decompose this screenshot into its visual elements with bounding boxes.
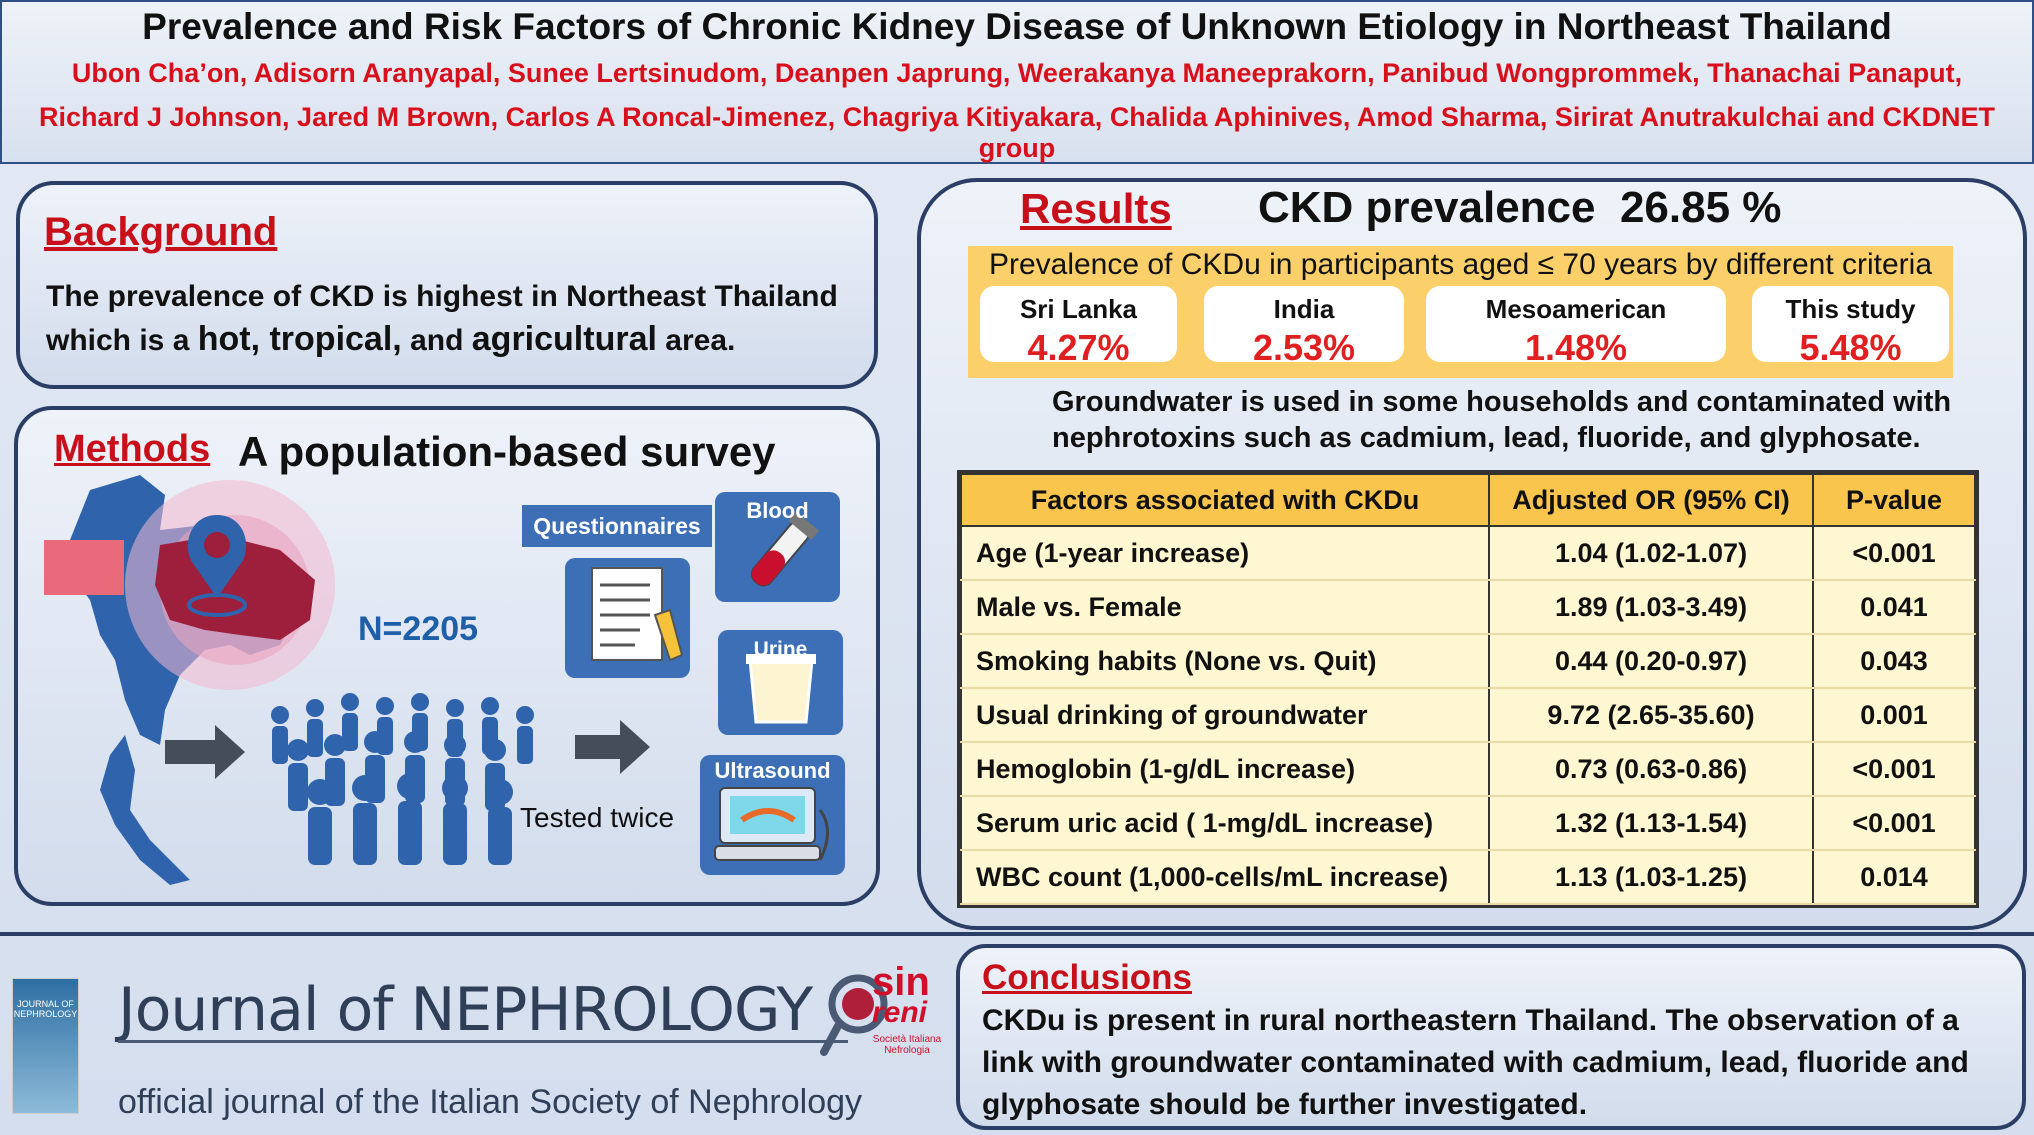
criteria-title: Prevalence of CKDu in participants aged … [988,248,1933,281]
table-cell: 0.73 (0.63-0.86) [1488,742,1814,797]
table-cell: Usual drinking of groundwater [960,688,1490,743]
table-cell: 0.043 [1812,634,1976,689]
table-cell: 1.04 (1.02-1.07) [1488,526,1814,581]
table-cell: Age (1-year increase) [960,526,1490,581]
journal-tagline: official journal of the Italian Society … [118,1083,863,1121]
table-row: WBC count (1,000-cells/mL increase) 1.13 … [960,850,1976,905]
table-cell: Hemoglobin (1-g/dL increase) [960,742,1490,797]
table-cell: 0.001 [1812,688,1976,743]
conclusions-panel [956,944,2026,1130]
criteria-card-this-study: This study 5.48% [1752,286,1949,368]
background-panel [16,181,878,389]
table-row: Hemoglobin (1-g/dL increase) 0.73 (0.63-0… [960,742,1976,797]
conclusions-line-2: link with groundwater contaminated with … [982,1046,1969,1079]
background-emph-2: agricultural [471,320,657,358]
sin-logo-text: sin [872,960,930,1004]
table-cell: <0.001 [1812,742,1976,797]
ckd-prevalence-label: CKD prevalence 26.85 % [1258,183,1781,233]
bottom-divider [0,932,2034,936]
journal-cover-thumbnail: JOURNAL OF NEPHROLOGY [12,978,79,1114]
background-title: Background [44,210,278,254]
background-line-1: The prevalence of CKD is highest in Nort… [46,280,838,313]
sin-logo-icon [820,974,888,1056]
table-cell: 1.13 (1.03-1.25) [1488,850,1814,905]
criteria-card-sri-lanka: Sri Lanka 4.27% [980,286,1177,368]
journal-name: Journal of NEPHROLOGY [118,975,813,1045]
journal-name-underline [118,1040,848,1043]
table-header-row: Factors associated with CKDu Adjusted OR… [960,473,1976,527]
table-header: Adjusted OR (95% CI) [1488,473,1814,527]
blood-label: Blood [746,498,809,523]
criteria-name: India [1273,294,1335,324]
sin-society-text: Società Italiana Nefrologia [872,1034,942,1056]
results-title: Results [1020,185,1172,232]
table-cell: Smoking habits (None vs. Quit) [960,634,1490,689]
table-row: Male vs. Female 1.89 (1.03-3.49) 0.041 [960,580,1976,635]
groundwater-line-2: nephrotoxins such as cadmium, lead, fluo… [1052,422,1921,454]
groundwater-line-1: Groundwater is used in some households a… [1052,386,1952,418]
table-row: Serum uric acid ( 1-mg/dL increase) 1.32 … [960,796,1976,851]
methods-title: Methods [54,428,211,470]
journal-cover-title: JOURNAL OF NEPHROLOGY [13,999,78,1019]
blood-tube-icon [750,511,820,587]
methods-illustration [44,475,845,885]
page-title: Prevalence and Risk Factors of Chronic K… [142,6,1892,47]
table-cell: 1.32 (1.13-1.54) [1488,796,1814,851]
table-header: P-value [1812,473,1976,527]
background-line-2: which is a hot, tropical, and agricultur… [46,320,735,359]
conclusions-line-3: glyphosate should be further investigate… [982,1088,1588,1121]
criteria-name: Mesoamerican [1485,294,1667,324]
criteria-name: Sri Lanka [1019,294,1138,324]
background-and: and [410,324,464,357]
arrow-icon [575,720,650,774]
ckd-value: 26.85 % [1619,183,1782,232]
table-cell: 0.44 (0.20-0.97) [1488,634,1814,689]
table-cell: 0.014 [1812,850,1976,905]
ultrasound-label: Ultrasound [714,758,831,783]
criteria-value: 2.53% [1252,327,1356,368]
criteria-card-india: India 2.53% [1204,286,1404,368]
arrow-icon [165,725,245,779]
crowd-icon [271,693,534,865]
pencil-icon [653,608,684,662]
background-emph-1: hot, tropical, [197,320,402,358]
urine-label: Urine [753,638,808,661]
table-row: Usual drinking of groundwater 9.72 (2.65-… [960,688,1976,743]
central-region-marker [44,540,124,595]
table-cell: 9.72 (2.65-35.60) [1488,688,1814,743]
conclusions-title: Conclusions [982,958,1193,997]
table-cell: Male vs. Female [960,580,1490,635]
criteria-name: This study [1785,294,1916,324]
table-cell: <0.001 [1812,796,1976,851]
criteria-value: 1.48% [1524,327,1628,368]
table-cell: WBC count (1,000-cells/mL increase) [960,850,1490,905]
table-cell: 1.89 (1.03-3.49) [1488,580,1814,635]
authors-line-1: Ubon Cha’on, Adisorn Aranyapal, Sunee Le… [71,58,1963,88]
questionnaires-label: Questionnaires [522,505,712,547]
table-cell: <0.001 [1812,526,1976,581]
table-header: Factors associated with CKDu [960,473,1490,527]
table-cell: 0.041 [1812,580,1976,635]
criteria-value: 5.48% [1799,327,1902,368]
urine-cup-icon [748,658,814,724]
background-line-2-pre: which is a [46,324,190,357]
table-row: Age (1-year increase) 1.04 (1.02-1.07) <0.… [960,526,1976,581]
table-row: Smoking habits (None vs. Quit) 0.44 (0.20… [960,634,1976,689]
background-line-2-post: area. [665,324,736,357]
methods-subtitle: A population-based survey [238,428,776,475]
conclusions-line-1: CKDu is present in rural northeastern Th… [982,1004,1959,1037]
criteria-card-mesoamerican: Mesoamerican 1.48% [1426,286,1726,368]
authors-line-2: Richard J Johnson, Jared M Brown, Carlos… [39,102,1995,163]
methods-n: N=2205 [358,610,479,648]
factors-table: Factors associated with CKDu Adjusted OR… [957,470,1979,908]
tested-twice-label: Tested twice [520,802,675,833]
header-banner [0,0,2034,164]
table-cell: Serum uric acid ( 1-mg/dL increase) [960,796,1490,851]
criteria-value: 4.27% [1027,327,1130,368]
ckd-label: CKD prevalence [1258,183,1596,232]
sin-logo-text-2: reni [872,996,928,1029]
